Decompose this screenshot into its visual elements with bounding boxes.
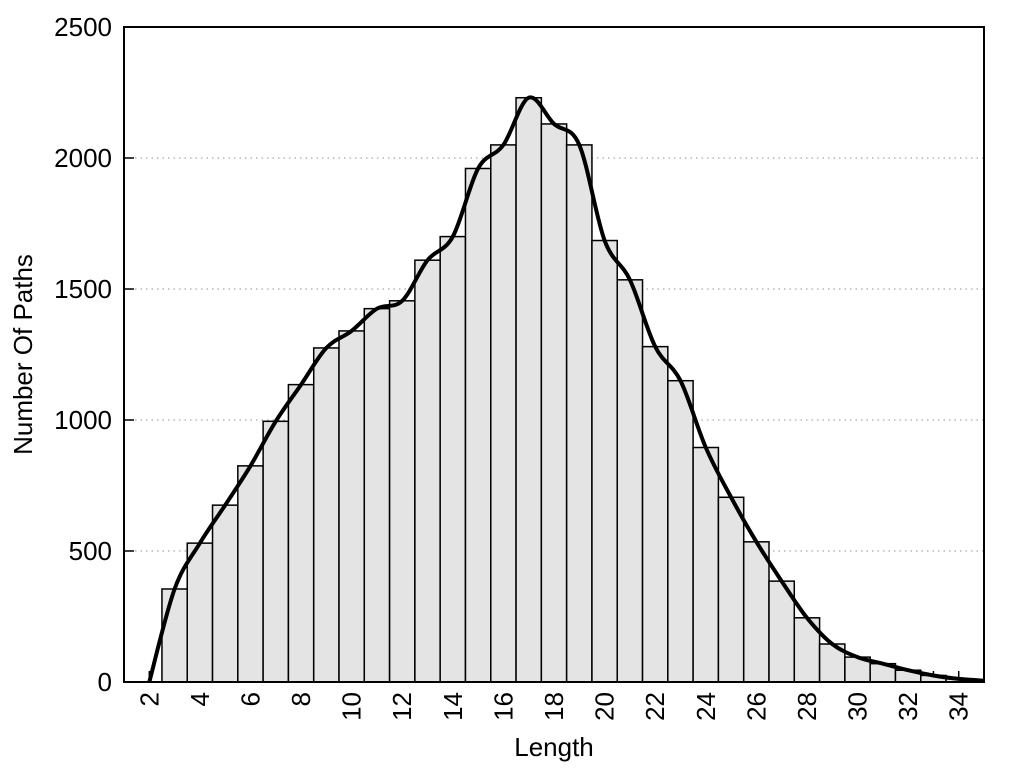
histogram-bar — [768, 580, 796, 682]
histogram-bar — [464, 167, 492, 682]
x-tick-label: 18 — [539, 692, 569, 721]
x-tick-label: 16 — [488, 692, 518, 721]
x-axis-title: Length — [514, 732, 594, 762]
histogram-bar — [414, 259, 441, 682]
x-tick-label: 20 — [590, 692, 620, 721]
x-tick-label: 22 — [640, 692, 670, 721]
histogram-bar — [616, 279, 644, 682]
histogram-bar — [237, 465, 264, 682]
histogram-bar — [490, 144, 517, 682]
x-tick-label: 4 — [185, 692, 215, 706]
histogram-bar — [717, 496, 745, 682]
histogram-bar — [211, 504, 239, 682]
x-tick-label: 32 — [893, 692, 923, 721]
histogram-bar — [312, 347, 340, 682]
histogram-bar — [338, 330, 366, 682]
y-tick-label: 1500 — [54, 274, 112, 304]
x-tick-label: 26 — [741, 692, 771, 721]
x-tick-label: 30 — [843, 692, 873, 721]
histogram-bar — [591, 239, 618, 682]
y-axis-title: Number Of Paths — [8, 254, 38, 455]
x-tick-label: 14 — [438, 692, 468, 721]
x-tick-labels: 2 4 6 8 10 12 14 16 18 20 22 24 26 28 30 32 34 — [134, 692, 973, 721]
histogram-bar — [540, 123, 568, 682]
histogram-bar — [515, 96, 543, 682]
histogram-bar — [161, 588, 188, 682]
x-tick-label: 28 — [792, 692, 822, 721]
histogram-bar — [363, 307, 391, 682]
y-tick-labels: 0 500 1000 1500 2000 2500 — [54, 12, 112, 697]
x-tick-label: 2 — [134, 692, 164, 706]
histogram-bar — [641, 345, 669, 682]
histogram-bar — [388, 300, 416, 682]
histogram-bar — [287, 383, 315, 682]
histogram-bars — [161, 96, 984, 682]
histogram-bar — [186, 542, 214, 682]
y-tick-label: 2000 — [54, 143, 112, 173]
histogram-bar — [667, 379, 694, 682]
histogram-bar — [262, 420, 290, 682]
x-tick-label: 8 — [286, 692, 316, 706]
histogram-bar — [439, 235, 467, 682]
frequency-curve-path — [147, 95, 984, 682]
x-tick-label: 34 — [944, 692, 974, 721]
y-tick-label: 2500 — [54, 12, 112, 42]
x-tick-label: 6 — [235, 692, 265, 706]
histogram-bar — [565, 144, 593, 682]
x-tick-label: 24 — [691, 692, 721, 721]
y-tick-label: 1000 — [54, 405, 112, 435]
frequency-curve — [147, 95, 984, 682]
y-tick-label: 0 — [98, 667, 112, 697]
histogram-bar — [742, 541, 770, 682]
x-tick-label: 12 — [387, 692, 417, 721]
y-tick-label: 500 — [69, 536, 112, 566]
x-tick-label: 10 — [337, 692, 367, 721]
plot-border — [123, 26, 985, 683]
histogram-bar — [692, 446, 720, 682]
